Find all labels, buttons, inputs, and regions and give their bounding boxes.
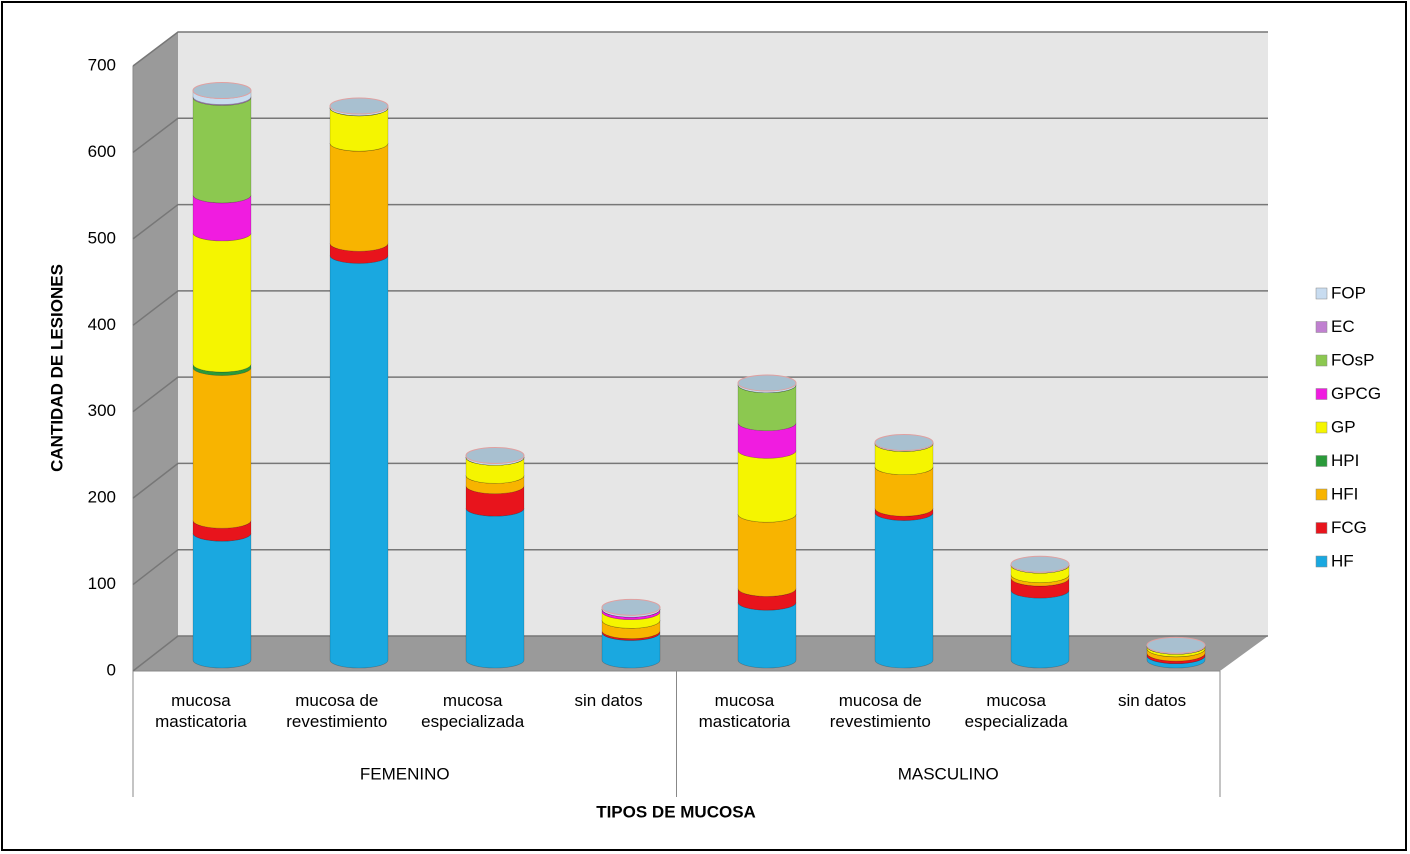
back-wall [178, 32, 1268, 636]
y-tick-label: 400 [88, 315, 116, 334]
cylinder-segment [874, 512, 934, 669]
cylinder-segment [737, 514, 797, 597]
cylinder-segment [192, 533, 252, 669]
legend-label: HF [1331, 551, 1354, 570]
cylinder-segment [192, 232, 252, 373]
cylinder-top [1010, 555, 1070, 573]
cylinder-segment [465, 457, 525, 484]
legend-swatch [1315, 321, 1328, 333]
cylinder-segment [601, 620, 661, 639]
y-axis-title: CANTIDAD DE LESIONES [47, 264, 66, 472]
legend-label: HFI [1331, 484, 1358, 503]
x-tick-label: mucosa de revestimiento [829, 691, 931, 731]
legend-label: HPI [1331, 451, 1359, 470]
legend-swatch [1315, 555, 1328, 568]
x-tick-label: mucosa de revestimiento [286, 691, 388, 731]
legend-swatch [1315, 455, 1328, 467]
cylinder-segment [192, 97, 252, 204]
cylinder-segment [1010, 565, 1070, 583]
legend-swatch [1315, 488, 1328, 501]
legend-label: FOP [1331, 283, 1366, 302]
y-tick-label: 0 [107, 660, 116, 679]
y-tick-label: 100 [88, 574, 116, 593]
cylinder-top [1146, 636, 1206, 654]
legend-swatch [1315, 287, 1328, 300]
cylinder-segment [465, 485, 525, 517]
cylinder-segment [1010, 577, 1070, 599]
x-tick-label: mucosa masticatoria [155, 691, 247, 731]
group-label: FEMENINO [360, 764, 450, 783]
cylinder-segment [874, 443, 934, 475]
cylinder-top [329, 97, 389, 115]
cylinder-segment [737, 450, 797, 523]
legend-label: FOsP [1331, 350, 1374, 369]
legend-label: GP [1331, 417, 1356, 436]
x-tick-label: mucosa especializada [421, 691, 525, 731]
cylinder-segment [1010, 590, 1070, 669]
x-tick-label: sin datos [574, 691, 643, 710]
y-tick-label: 600 [88, 142, 116, 161]
cylinder-segment [465, 508, 525, 669]
side-wall [133, 32, 178, 671]
grid-line [132, 117, 1268, 154]
legend-swatch [1315, 388, 1328, 400]
cylinder-top [737, 374, 797, 392]
cylinder-segment [737, 588, 797, 611]
legend-label: EC [1331, 317, 1355, 336]
x-axis-title: TIPOS DE MUCOSA [596, 802, 756, 821]
cylinder-top [192, 82, 252, 100]
cylinder-segment [329, 255, 389, 669]
x-tick-label: mucosa especializada [964, 691, 1068, 731]
legend-swatch [1315, 354, 1328, 367]
y-tick-label: 200 [88, 488, 116, 507]
y-tick-label: 500 [88, 228, 116, 247]
grid-line [132, 31, 1268, 67]
floor [133, 636, 1268, 671]
cylinder-segment [192, 367, 252, 529]
cylinder-top [465, 447, 525, 465]
cylinder-segment [601, 632, 661, 669]
legend-label: FCG [1331, 518, 1367, 537]
legend-swatch [1315, 522, 1328, 534]
cylinder-top [874, 434, 934, 452]
cylinder-segment [1146, 655, 1206, 669]
cylinder-segment [601, 630, 661, 641]
cylinder-segment [737, 384, 797, 431]
x-tick-label: sin datos [1118, 691, 1187, 710]
legend-swatch [1315, 421, 1328, 434]
legend-label: GPCG [1331, 384, 1381, 403]
grid-line [132, 290, 1268, 326]
grid-line [132, 203, 1268, 240]
cylinder-top [601, 598, 661, 616]
cylinder-segment [737, 602, 797, 669]
y-tick-label: 700 [88, 55, 116, 74]
grid-line [132, 376, 1268, 413]
group-label: MASCULINO [898, 764, 999, 783]
cylinder-segment [1146, 648, 1206, 662]
x-tick-label: mucosa masticatoria [698, 691, 791, 731]
cylinder-segment [465, 475, 525, 494]
cylinder-segment [329, 143, 389, 252]
y-tick-label: 300 [88, 401, 116, 420]
